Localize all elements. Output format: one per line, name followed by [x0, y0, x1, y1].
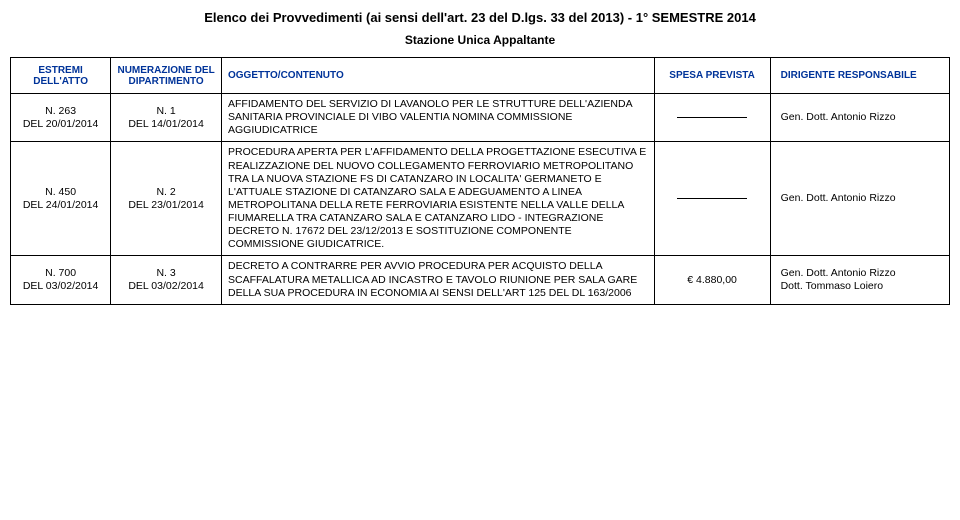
- table-body: N. 263DEL 20/01/2014 N. 1DEL 14/01/2014 …: [11, 94, 950, 305]
- table-row: N. 700DEL 03/02/2014 N. 3DEL 03/02/2014 …: [11, 256, 950, 304]
- cell-spesa: [654, 142, 770, 256]
- col-header-spesa: SPESA PREVISTA: [654, 58, 770, 94]
- table-row: N. 450DEL 24/01/2014 N. 2DEL 23/01/2014 …: [11, 142, 950, 256]
- provvedimenti-table: ESTREMI DELL'ATTO NUMERAZIONE DEL DIPART…: [10, 57, 950, 305]
- cell-estremi: N. 263DEL 20/01/2014: [11, 94, 111, 142]
- cell-oggetto: PROCEDURA APERTA PER L'AFFIDAMENTO DELLA…: [221, 142, 654, 256]
- cell-oggetto: DECRETO A CONTRARRE PER AVVIO PROCEDURA …: [221, 256, 654, 304]
- cell-estremi: N. 700DEL 03/02/2014: [11, 256, 111, 304]
- col-header-dirigente: DIRIGENTE RESPONSABILE: [770, 58, 949, 94]
- col-header-numerazione: NUMERAZIONE DEL DIPARTIMENTO: [111, 58, 222, 94]
- cell-numerazione: N. 1DEL 14/01/2014: [111, 94, 222, 142]
- table-header-row: ESTREMI DELL'ATTO NUMERAZIONE DEL DIPART…: [11, 58, 950, 94]
- cell-oggetto: AFFIDAMENTO DEL SERVIZIO DI LAVANOLO PER…: [221, 94, 654, 142]
- spesa-blank-line-icon: [677, 117, 747, 118]
- table-row: N. 263DEL 20/01/2014 N. 1DEL 14/01/2014 …: [11, 94, 950, 142]
- cell-numerazione: N. 2DEL 23/01/2014: [111, 142, 222, 256]
- cell-dirigente: Gen. Dott. Antonio Rizzo: [770, 94, 949, 142]
- col-header-oggetto: OGGETTO/CONTENUTO: [221, 58, 654, 94]
- spesa-blank-line-icon: [677, 198, 747, 199]
- cell-spesa: € 4.880,00: [654, 256, 770, 304]
- cell-estremi: N. 450DEL 24/01/2014: [11, 142, 111, 256]
- cell-numerazione: N. 3DEL 03/02/2014: [111, 256, 222, 304]
- cell-dirigente: Gen. Dott. Antonio Rizzo: [770, 142, 949, 256]
- page-title: Elenco dei Provvedimenti (ai sensi dell'…: [0, 0, 960, 31]
- cell-spesa: [654, 94, 770, 142]
- page-subtitle: Stazione Unica Appaltante: [0, 31, 960, 57]
- cell-dirigente: Gen. Dott. Antonio RizzoDott. Tommaso Lo…: [770, 256, 949, 304]
- col-header-estremi: ESTREMI DELL'ATTO: [11, 58, 111, 94]
